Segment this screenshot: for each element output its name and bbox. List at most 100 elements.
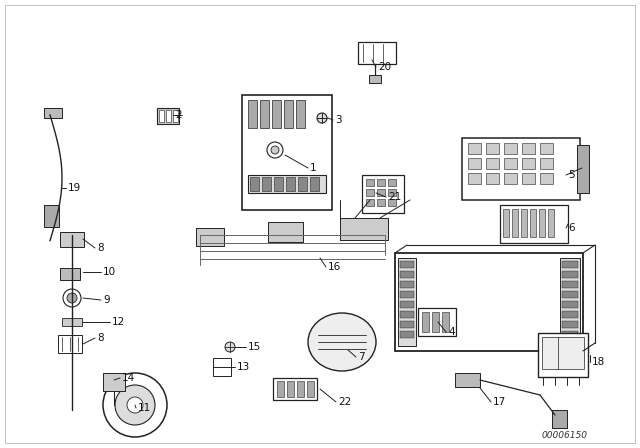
Bar <box>286 177 295 191</box>
Bar <box>562 311 578 318</box>
Bar <box>512 209 518 237</box>
Bar <box>307 381 314 397</box>
Bar <box>486 173 499 184</box>
Text: 16: 16 <box>328 262 341 272</box>
Bar <box>400 301 414 308</box>
Bar <box>287 381 294 397</box>
Text: 11: 11 <box>138 403 151 413</box>
Text: 1: 1 <box>310 163 317 173</box>
Bar <box>213 358 231 376</box>
Text: 5: 5 <box>568 170 575 180</box>
Bar <box>468 158 481 169</box>
Bar <box>340 218 388 240</box>
Bar <box>455 373 480 387</box>
Bar <box>504 173 517 184</box>
Bar <box>562 271 578 278</box>
Bar <box>540 143 553 154</box>
Bar <box>377 179 385 186</box>
Bar <box>468 143 481 154</box>
Bar <box>530 209 536 237</box>
Bar <box>284 100 293 128</box>
Text: 3: 3 <box>335 115 342 125</box>
Text: 17: 17 <box>493 397 506 407</box>
Bar <box>442 312 449 332</box>
Bar <box>377 189 385 196</box>
Bar <box>400 291 414 298</box>
Bar <box>298 177 307 191</box>
Text: 10: 10 <box>103 267 116 277</box>
Bar <box>157 108 179 124</box>
Text: 15: 15 <box>248 342 261 352</box>
Text: 20: 20 <box>378 62 391 72</box>
Bar <box>242 95 332 210</box>
Bar <box>273 378 317 400</box>
Circle shape <box>103 373 167 437</box>
Bar <box>398 258 416 346</box>
Text: 9: 9 <box>103 295 109 305</box>
Bar <box>562 261 578 268</box>
Bar <box>60 232 84 247</box>
Bar <box>173 110 178 122</box>
Text: 21: 21 <box>388 192 401 202</box>
Bar <box>248 100 257 128</box>
Text: 19: 19 <box>68 183 81 193</box>
Ellipse shape <box>308 313 376 371</box>
Bar <box>538 333 588 377</box>
Bar <box>400 311 414 318</box>
Bar <box>542 337 584 369</box>
Bar <box>552 410 567 428</box>
Bar <box>486 143 499 154</box>
Bar <box>560 258 580 346</box>
Bar <box>310 177 319 191</box>
Text: 00006150: 00006150 <box>542 431 588 439</box>
Bar <box>268 222 303 242</box>
Bar <box>462 138 580 200</box>
Bar <box>562 321 578 328</box>
Bar <box>562 291 578 298</box>
Bar <box>400 261 414 268</box>
Bar <box>58 335 82 353</box>
Text: 8: 8 <box>97 333 104 343</box>
Bar <box>400 271 414 278</box>
Bar <box>44 205 59 227</box>
Bar <box>366 189 374 196</box>
Text: 4: 4 <box>448 327 454 337</box>
Bar <box>500 205 568 243</box>
Bar <box>562 281 578 288</box>
Bar <box>366 199 374 206</box>
Text: 13: 13 <box>237 362 250 372</box>
Bar <box>432 312 439 332</box>
Bar <box>486 158 499 169</box>
Text: 18: 18 <box>592 357 605 367</box>
Bar <box>262 177 271 191</box>
Bar <box>196 228 224 246</box>
Text: 6: 6 <box>568 223 575 233</box>
Circle shape <box>127 397 143 413</box>
Bar <box>562 331 578 338</box>
Bar <box>522 173 535 184</box>
Text: 2: 2 <box>175 110 182 120</box>
Bar <box>521 209 527 237</box>
Bar <box>260 100 269 128</box>
Bar <box>400 281 414 288</box>
Bar <box>297 381 304 397</box>
Circle shape <box>267 142 283 158</box>
Bar <box>388 189 396 196</box>
Bar <box>395 253 583 351</box>
Bar <box>388 179 396 186</box>
Bar <box>400 331 414 338</box>
Bar <box>366 179 374 186</box>
Bar <box>362 175 404 213</box>
Text: 12: 12 <box>112 317 125 327</box>
Text: 22: 22 <box>338 397 351 407</box>
Bar <box>540 173 553 184</box>
Bar <box>388 199 396 206</box>
Circle shape <box>271 146 279 154</box>
Bar <box>577 145 589 193</box>
Bar <box>562 301 578 308</box>
Bar <box>272 100 281 128</box>
Bar <box>369 75 381 83</box>
Bar <box>522 143 535 154</box>
Circle shape <box>63 289 81 307</box>
Bar <box>60 268 80 280</box>
